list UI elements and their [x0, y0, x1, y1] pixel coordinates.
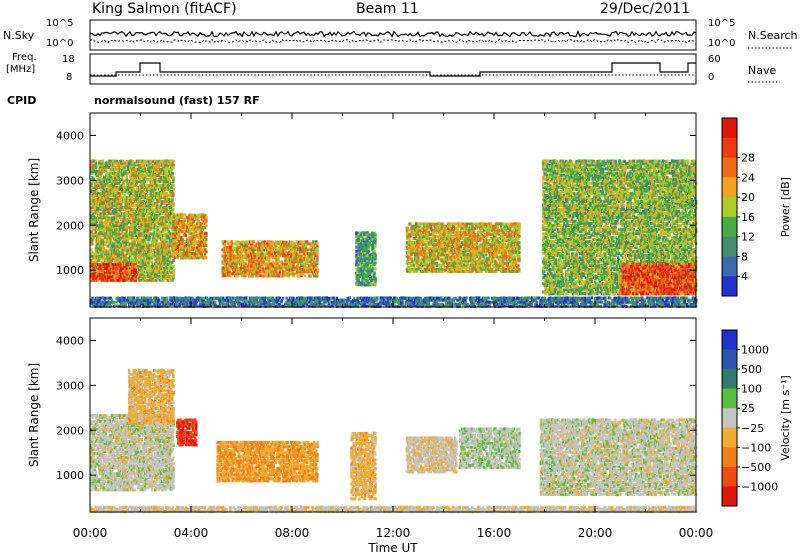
velocity-panel-colorbar-seg: [722, 466, 737, 487]
velocity-plot: [90, 368, 698, 514]
nave-label: Nave: [748, 64, 776, 77]
power-panel-colorbar-seg: [722, 276, 737, 297]
velocity-panel-colorbar-label: Velocity [m s⁻¹]: [779, 375, 792, 460]
power-panel-colorbar-seg: [722, 256, 737, 277]
freq-tick-low: 8: [66, 72, 72, 83]
freq-unit-label: [MHz]: [6, 64, 35, 75]
power-panel-region-3: [221, 240, 319, 278]
xtick-label: 00:00: [73, 526, 108, 540]
colorbars: 4 8 12 16 20 24 28 Power [dB] 1000 500 100 25 −25 −10…: [721, 117, 792, 507]
xtick-label: 20:00: [578, 526, 613, 540]
power-panel-colorbar-seg: [722, 197, 737, 218]
power-panel-ytick-label: 3000: [56, 174, 84, 187]
velocity-panel-colorbar-seg: [722, 388, 737, 409]
velocity-panel-ytick-label: 1000: [56, 469, 84, 482]
power-panel-region-1: [90, 262, 137, 283]
power-panel-colorbar-seg: [722, 216, 737, 238]
power-panel-colorbar-seg: [722, 157, 737, 178]
xlabel: Time UT: [367, 541, 418, 554]
nsky-tick-high: 10^5: [46, 18, 73, 29]
velocity-panel-ytick-label: 4000: [56, 334, 84, 347]
velocity-panel-colorbar-seg: [722, 349, 737, 370]
velocity-panel-ytick-label: 3000: [56, 379, 84, 392]
nsearch-trace: [89, 38, 697, 44]
cpid-text: normalsound (fast) 157 RF: [94, 94, 260, 107]
velocity-panel-region-5: [405, 436, 458, 474]
velocity-panel-colorbar-seg: [722, 486, 737, 507]
velocity-panel-colorbar-seg: [722, 369, 737, 390]
xtick-label: 16:00: [477, 526, 512, 540]
power-panel-region-4: [355, 231, 377, 287]
nsky-trace: [89, 29, 697, 38]
station-title: King Salmon (fitACF): [92, 1, 237, 17]
velocity-panel-colorbar-tick: 500: [741, 363, 762, 376]
power-panel-colorbar-seg: [722, 177, 737, 198]
velocity-panel-ytick-label: 2000: [56, 424, 84, 437]
power-panel-ylabel: Slant Range [km]: [27, 158, 41, 262]
power-panel-colorbar-seg: [722, 118, 737, 139]
velocity-panel-colorbar-seg: [722, 447, 737, 468]
velocity-panel-region-1: [127, 368, 175, 425]
velocity-panel-region-0: [90, 413, 175, 492]
power-panel-colorbar-tick: 24: [741, 171, 755, 184]
power-panel-colorbar-tick: 16: [741, 211, 755, 224]
velocity-panel-colorbar-seg: [722, 427, 737, 448]
nave-tick-low: 0: [708, 72, 714, 83]
velocity-panel-colorbar-tick: −500: [741, 461, 771, 474]
power-panel-colorbar-tick: 20: [741, 191, 755, 204]
velocity-panel-ylabel: Slant Range [km]: [27, 363, 41, 467]
axes: 1000 2000 3000 4000 Slant Range [km] 1000 2000…: [27, 112, 714, 554]
freq-label: Freq.: [12, 52, 37, 63]
nsearch-tick-high: 10^5: [708, 18, 735, 29]
power-panel-ytick-label: 1000: [56, 264, 84, 277]
velocity-panel-colorbar-tick: −100: [741, 441, 771, 454]
nsky-label: N.Sky: [3, 29, 34, 42]
velocity-panel-colorbar-tick: 100: [741, 383, 762, 396]
xtick-label: 04:00: [174, 526, 209, 540]
velocity-panel-colorbar-tick: −1000: [741, 480, 778, 493]
velocity-panel-region-6: [458, 427, 521, 470]
nsearch-label: N.Search: [748, 29, 798, 42]
freq-panel: [89, 53, 780, 85]
freq-trace: [90, 62, 696, 77]
velocity-panel-region-3: [216, 440, 319, 483]
power-panel-ytick-label: 2000: [56, 219, 84, 232]
xtick-label: 00:00: [679, 526, 714, 540]
power-panel-colorbar-seg: [722, 137, 737, 159]
power-panel-region-5: [405, 222, 521, 274]
power-panel-colorbar-seg: [722, 236, 737, 257]
power-panel-region-8: [90, 296, 698, 308]
nsky-panel: [89, 19, 792, 51]
velocity-panel-colorbar-tick: 1000: [741, 344, 769, 357]
xtick-label: 12:00: [376, 526, 411, 540]
xtick-label: 08:00: [275, 526, 310, 540]
power-plot: [90, 159, 698, 308]
cpid-label: CPID: [7, 94, 36, 107]
velocity-panel-colorbar-tick: 25: [741, 402, 755, 415]
freq-tick-high: 18: [62, 54, 75, 65]
date-title: 29/Dec/2011: [600, 1, 690, 17]
velocity-panel-region-2: [175, 418, 198, 447]
velocity-panel-region-7: [539, 418, 698, 497]
velocity-panel-region-4: [350, 431, 377, 501]
power-panel-region-7: [620, 262, 698, 296]
beam-title: Beam 11: [356, 1, 419, 17]
nsearch-tick-low: 10^0: [708, 38, 735, 49]
power-panel-ytick-label: 4000: [56, 129, 84, 142]
power-panel-region-2: [173, 213, 208, 260]
velocity-panel-colorbar-tick: −25: [741, 422, 764, 435]
power-panel-colorbar-tick: 8: [741, 250, 748, 263]
power-panel-colorbar-tick: 12: [741, 231, 755, 244]
power-panel-colorbar-label: Power [dB]: [779, 177, 792, 237]
power-panel-colorbar-tick: 28: [741, 152, 755, 165]
power-panel-colorbar-tick: 4: [741, 270, 748, 283]
velocity-panel-colorbar-seg: [722, 330, 737, 351]
velocity-panel-colorbar-seg: [722, 408, 737, 429]
nave-tick-high: 60: [708, 54, 721, 65]
nsky-tick-low: 10^0: [46, 38, 73, 49]
